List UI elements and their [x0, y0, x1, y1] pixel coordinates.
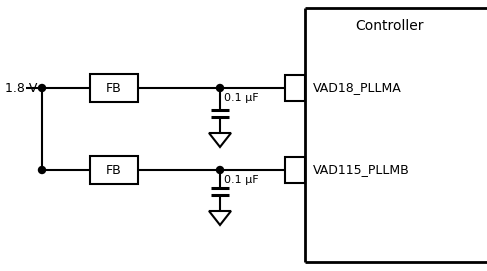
Text: 0.1 μF: 0.1 μF	[224, 175, 259, 185]
Text: 0.1 μF: 0.1 μF	[224, 93, 259, 103]
Bar	[285, 157, 305, 183]
Circle shape	[38, 85, 45, 92]
Bar	[90, 74, 138, 102]
Text: Controller: Controller	[356, 19, 424, 33]
Text: 1.8 V: 1.8 V	[5, 82, 37, 95]
Text: FB: FB	[106, 82, 122, 95]
Bar	[90, 156, 138, 184]
Text: VAD115_PLLMB: VAD115_PLLMB	[313, 163, 410, 176]
Circle shape	[38, 166, 45, 173]
Text: VAD18_PLLMA: VAD18_PLLMA	[313, 82, 402, 95]
Circle shape	[217, 166, 224, 173]
Text: FB: FB	[106, 163, 122, 176]
Circle shape	[217, 85, 224, 92]
Bar	[285, 75, 305, 101]
